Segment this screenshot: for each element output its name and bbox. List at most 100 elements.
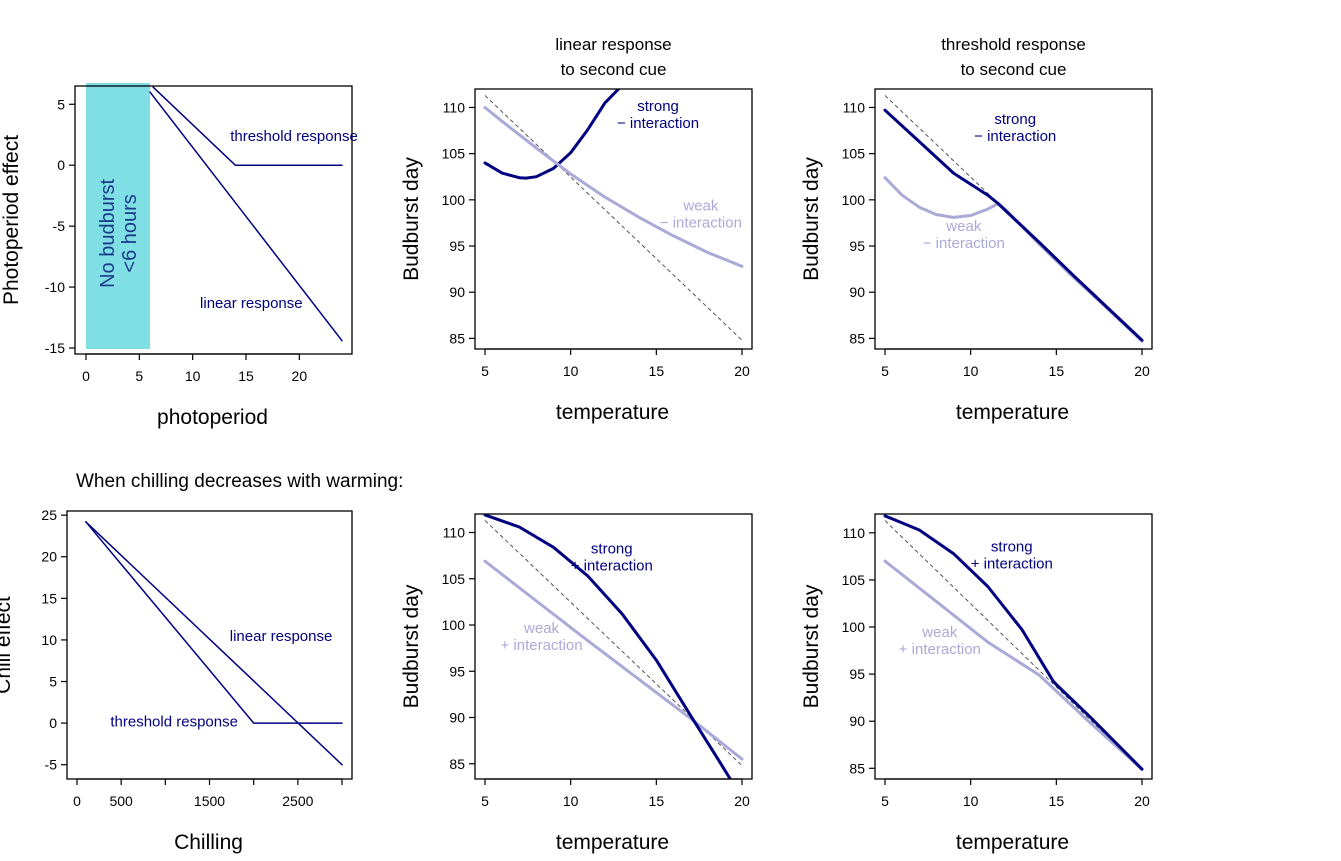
- x-tick-label: 10: [563, 793, 579, 809]
- y-tick-label: 15: [41, 590, 57, 606]
- annotation-label: linear response: [230, 628, 333, 645]
- annotation-label: + interaction: [571, 558, 653, 575]
- annotation-label: threshold response: [230, 128, 358, 145]
- x-tick-label: 15: [1049, 363, 1065, 379]
- no-budburst-label-line: No budburst: [97, 178, 119, 287]
- series-line-linear-response: [85, 521, 343, 766]
- x-tick-label: 0: [82, 368, 90, 384]
- x-tick-label: 20: [734, 363, 750, 379]
- y-tick-label: 95: [449, 663, 465, 679]
- series-line-weak-interaction: [483, 559, 744, 761]
- panel-threshold-neg: 5 10 15 20 85 90 95 100 105 110 temperature Budburs…: [800, 35, 1153, 424]
- x-tick-label: 5: [881, 793, 889, 809]
- y-tick-label: 5: [49, 674, 57, 690]
- series-line-strong-interaction: [883, 108, 1144, 342]
- y-tick-label: 90: [449, 284, 465, 300]
- annotation-label: strong: [637, 98, 679, 115]
- y-tick-label: 100: [842, 619, 866, 635]
- y-tick-label: 100: [442, 192, 466, 208]
- annotation-label: − interaction: [617, 115, 699, 132]
- x-tick-label: 15: [238, 368, 254, 384]
- series-line-strong-interaction: [883, 514, 1144, 771]
- no-budburst-band: [86, 83, 150, 349]
- panel-title: threshold response: [941, 35, 1086, 54]
- x-tick-label: 10: [963, 793, 979, 809]
- annotation-label: weak: [945, 218, 982, 235]
- series-line-weak-interaction: [883, 559, 1144, 771]
- no-budburst-label-line: <6 hours: [119, 194, 141, 272]
- x-tick-label: 20: [734, 793, 750, 809]
- series-line-threshold-response: [85, 521, 343, 724]
- x-axis-title: photoperiod: [157, 406, 268, 429]
- y-tick-label: 90: [449, 710, 465, 726]
- y-tick-label: 100: [442, 617, 466, 633]
- y-tick-label: -5: [45, 757, 58, 773]
- x-axis-title: Chilling: [174, 831, 243, 854]
- panel-title: to second cue: [961, 60, 1067, 79]
- annotation-label: − interaction: [923, 235, 1005, 252]
- y-axis-title: Budburst day: [400, 584, 423, 708]
- y-axis-title: Photoperiod effect: [0, 135, 23, 305]
- x-axis-title: temperature: [556, 831, 669, 854]
- y-tick-label: 95: [849, 666, 865, 682]
- x-tick-label: 5: [481, 793, 489, 809]
- y-tick-label: 85: [849, 760, 865, 776]
- series-line-linear-response: [149, 91, 343, 342]
- annotation-label: weak: [523, 620, 560, 637]
- no-budburst-label: No budburst<6 hours: [97, 178, 141, 287]
- y-tick-label: 0: [57, 157, 65, 173]
- x-tick-label: 1500: [194, 793, 225, 809]
- y-tick-label: 90: [849, 713, 865, 729]
- y-tick-label: 110: [843, 99, 866, 115]
- x-tick-label: 500: [109, 793, 133, 809]
- x-tick-label: 15: [649, 793, 665, 809]
- x-axis-title: temperature: [956, 401, 1069, 424]
- y-tick-label: 105: [442, 146, 466, 162]
- series-line-weak-interaction: [883, 176, 1144, 343]
- x-tick-label: 10: [963, 363, 979, 379]
- x-tick-label: 15: [1049, 793, 1065, 809]
- annotation-label: + interaction: [899, 641, 981, 658]
- annotation-label: strong: [591, 541, 633, 558]
- annotation-label: + interaction: [971, 555, 1053, 572]
- panel-linear-pos: 5 10 15 20 85 90 95 100 105 110 temperature Budburs…: [400, 513, 753, 854]
- y-tick-label: 85: [449, 756, 465, 772]
- x-tick-label: 15: [649, 363, 665, 379]
- y-tick-label: 105: [442, 571, 466, 587]
- panel-title: linear response: [555, 35, 671, 54]
- panel-title: to second cue: [561, 60, 667, 79]
- annotation-label: linear response: [200, 295, 303, 312]
- y-tick-label: 105: [842, 572, 866, 588]
- x-tick-label: 2500: [282, 793, 313, 809]
- y-axis-title: Chill effect: [0, 596, 15, 694]
- annotation-label: strong: [994, 111, 1036, 128]
- annotation-label: + interaction: [500, 637, 582, 654]
- annotation-label: weak: [682, 198, 719, 215]
- panel-threshold-pos: 5 10 15 20 85 90 95 100 105 110 temperature Budburs…: [800, 513, 1153, 854]
- y-tick-label: 110: [843, 525, 866, 541]
- x-tick-label: 5: [135, 368, 143, 384]
- y-tick-label: 10: [41, 632, 57, 648]
- y-tick-label: 25: [41, 507, 57, 523]
- x-tick-label: 20: [292, 368, 308, 384]
- y-tick-label: 85: [449, 330, 465, 346]
- section-heading: When chilling decreases with warming:: [76, 471, 403, 492]
- y-tick-label: -10: [45, 279, 65, 295]
- x-tick-label: 5: [881, 363, 889, 379]
- reference-line: [884, 520, 1143, 771]
- y-axis-title: Budburst day: [800, 157, 823, 281]
- y-tick-label: 95: [849, 238, 865, 254]
- y-tick-label: 0: [49, 715, 57, 731]
- y-tick-label: 90: [849, 284, 865, 300]
- x-tick-label: 20: [1134, 793, 1150, 809]
- x-tick-label: 10: [563, 363, 579, 379]
- series-line-strong-interaction: [483, 514, 733, 779]
- annotation-label: − interaction: [660, 215, 742, 232]
- panel-photoperiod: No budburst<6 hours 0 5 10 15 20 -15 -10 -5 0 5 pho…: [0, 83, 358, 429]
- y-tick-label: -5: [53, 218, 66, 234]
- annotation-label: strong: [991, 538, 1033, 555]
- y-tick-label: 20: [41, 549, 57, 565]
- annotation-label: − interaction: [974, 128, 1056, 145]
- series-line-threshold-response: [152, 86, 343, 166]
